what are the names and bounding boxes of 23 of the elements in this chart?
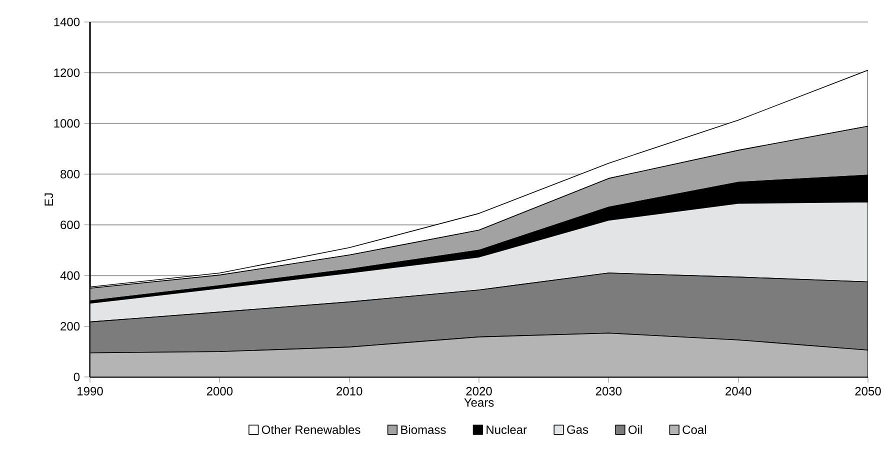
y-tick-label: 0 (74, 372, 80, 382)
legend-label: Other Renewables (262, 425, 360, 434)
y-tick-label: 200 (60, 322, 80, 331)
y-tick-label: 400 (60, 271, 80, 280)
legend-label: Coal (682, 425, 706, 434)
y-tick-label: 1000 (54, 119, 80, 128)
legend-label: Nuclear (486, 425, 527, 434)
legend-label: Oil (628, 425, 642, 434)
x-tick-label: 2000 (206, 386, 233, 396)
x-tick-label: 2050 (855, 386, 881, 396)
x-tick-label: 2030 (596, 386, 622, 396)
legend-label: Gas (567, 425, 588, 434)
x-tick-label: 2040 (726, 386, 752, 396)
y-tick-label: 600 (60, 220, 80, 230)
x-tick-label: 2020 (466, 386, 492, 396)
y-axis-title: EJ (44, 193, 54, 206)
legend-label: Biomass (401, 425, 446, 434)
y-tick-label: 800 (60, 170, 80, 178)
y-tick-label: 1400 (54, 18, 80, 26)
x-axis-title: Years (464, 398, 494, 407)
y-tick-label: 1200 (54, 68, 80, 77)
x-tick-label: 1990 (78, 386, 103, 396)
x-tick-label: 2010 (336, 386, 362, 396)
